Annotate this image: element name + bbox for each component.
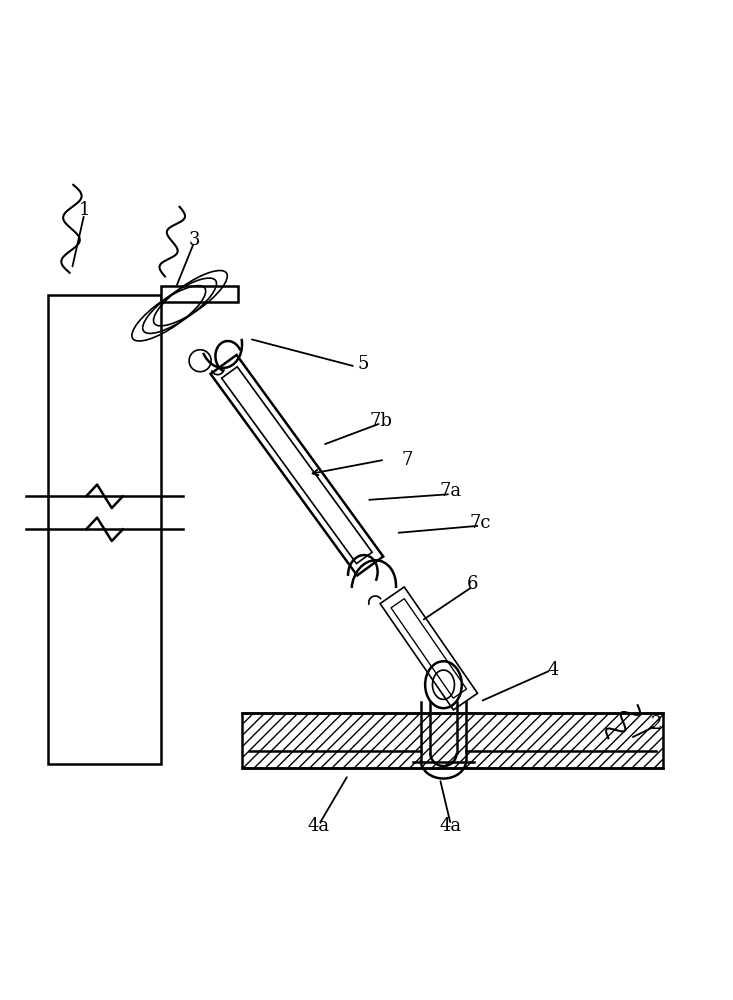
Bar (161, 286, 238, 302)
Text: 4a: 4a (440, 817, 462, 835)
Polygon shape (221, 367, 372, 564)
Text: 3: 3 (188, 231, 200, 249)
Bar (242, 713, 663, 768)
Text: 4a: 4a (308, 817, 330, 835)
Text: 1: 1 (78, 201, 90, 219)
Polygon shape (380, 587, 477, 710)
Text: 7c: 7c (469, 514, 491, 532)
Text: 7: 7 (401, 451, 413, 469)
Text: 7b: 7b (369, 412, 393, 430)
Text: 2: 2 (650, 715, 662, 733)
Text: 6: 6 (467, 575, 479, 593)
Text: 7a: 7a (440, 482, 462, 500)
Polygon shape (210, 355, 383, 575)
Polygon shape (391, 599, 467, 698)
Text: 4: 4 (548, 661, 559, 679)
Bar (48, 295, 161, 764)
Text: 5: 5 (357, 355, 369, 373)
